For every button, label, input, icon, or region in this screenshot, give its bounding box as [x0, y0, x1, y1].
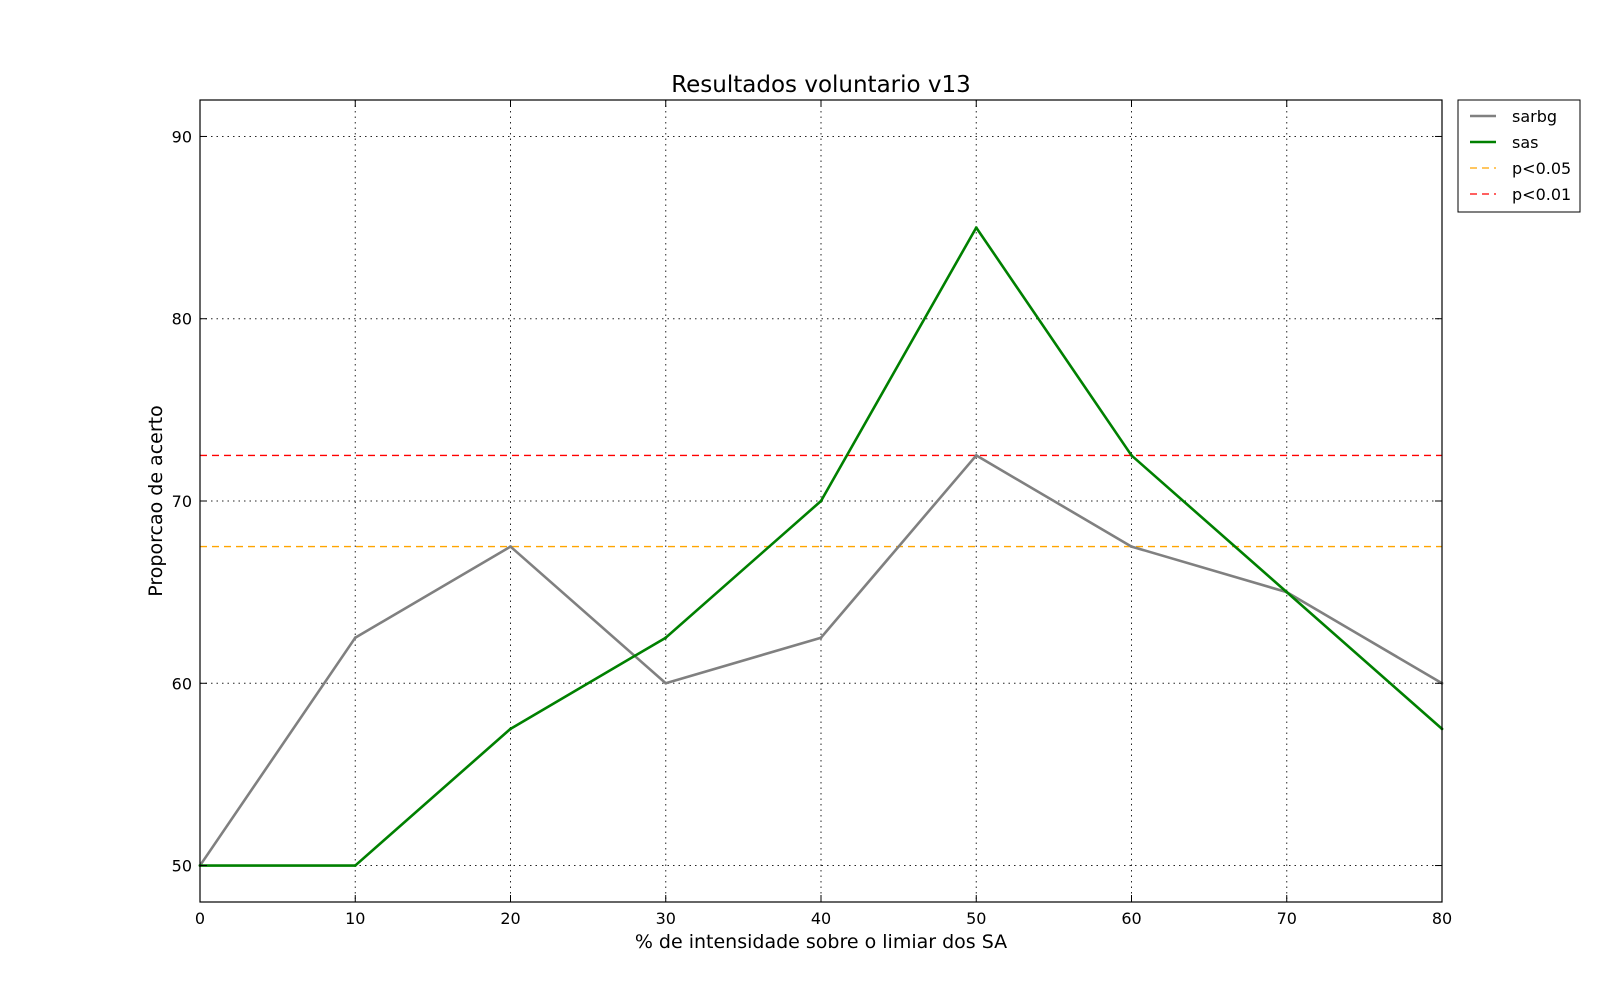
data-point-sas [974, 226, 978, 229]
x-tick-label: 40 [811, 909, 831, 928]
series-lines [198, 226, 1444, 867]
y-tick-label: 80 [172, 310, 192, 329]
data-point-sarbg [509, 545, 512, 548]
legend-label-sarbg: sarbg [1512, 107, 1557, 126]
legend-label-sas: sas [1512, 133, 1538, 152]
y-tick-label: 60 [172, 674, 192, 693]
x-tick-label: 30 [656, 909, 676, 928]
data-point-sarbg [664, 681, 668, 685]
legend-box [1457, 99, 1581, 213]
data-point-sas [819, 499, 823, 503]
data-point-sarbg [819, 636, 823, 640]
x-tick-label: 0 [195, 909, 205, 928]
data-point-sarbg [974, 454, 978, 457]
data-point-sas [664, 636, 668, 640]
legend: sarbg sas p<0.05 p<0.01 [1457, 99, 1581, 213]
data-point-sas [1130, 454, 1133, 457]
data-point-sarbg [353, 636, 357, 640]
y-tick-label: 90 [172, 127, 192, 146]
y-tick-label: 50 [172, 857, 192, 876]
chart-title: Resultados voluntario v13 [671, 72, 971, 98]
x-tick-label: 60 [1121, 909, 1141, 928]
x-axis-title: % de intensidade sobre o limiar dos SA [635, 931, 1007, 953]
x-tick-label: 10 [345, 909, 365, 928]
y-tick-label: 70 [172, 492, 192, 511]
y-axis-title: Proporcao de acerto [145, 405, 167, 596]
legend-label-p001: p<0.01 [1512, 185, 1571, 204]
grid [199, 100, 1443, 902]
x-tick-label: 20 [500, 909, 520, 928]
data-point-sas [353, 864, 357, 867]
legend-label-p005: p<0.05 [1512, 159, 1571, 178]
x-tick-label: 70 [1277, 909, 1297, 928]
x-tick-label: 50 [966, 909, 986, 928]
ticks: 0 10 20 30 40 50 60 70 80 50 60 70 80 90 [172, 100, 1452, 928]
x-tick-label: 80 [1432, 909, 1452, 928]
data-point-sas [509, 727, 512, 731]
data-point-sarbg [1130, 545, 1133, 548]
data-point-sas [1285, 590, 1289, 594]
